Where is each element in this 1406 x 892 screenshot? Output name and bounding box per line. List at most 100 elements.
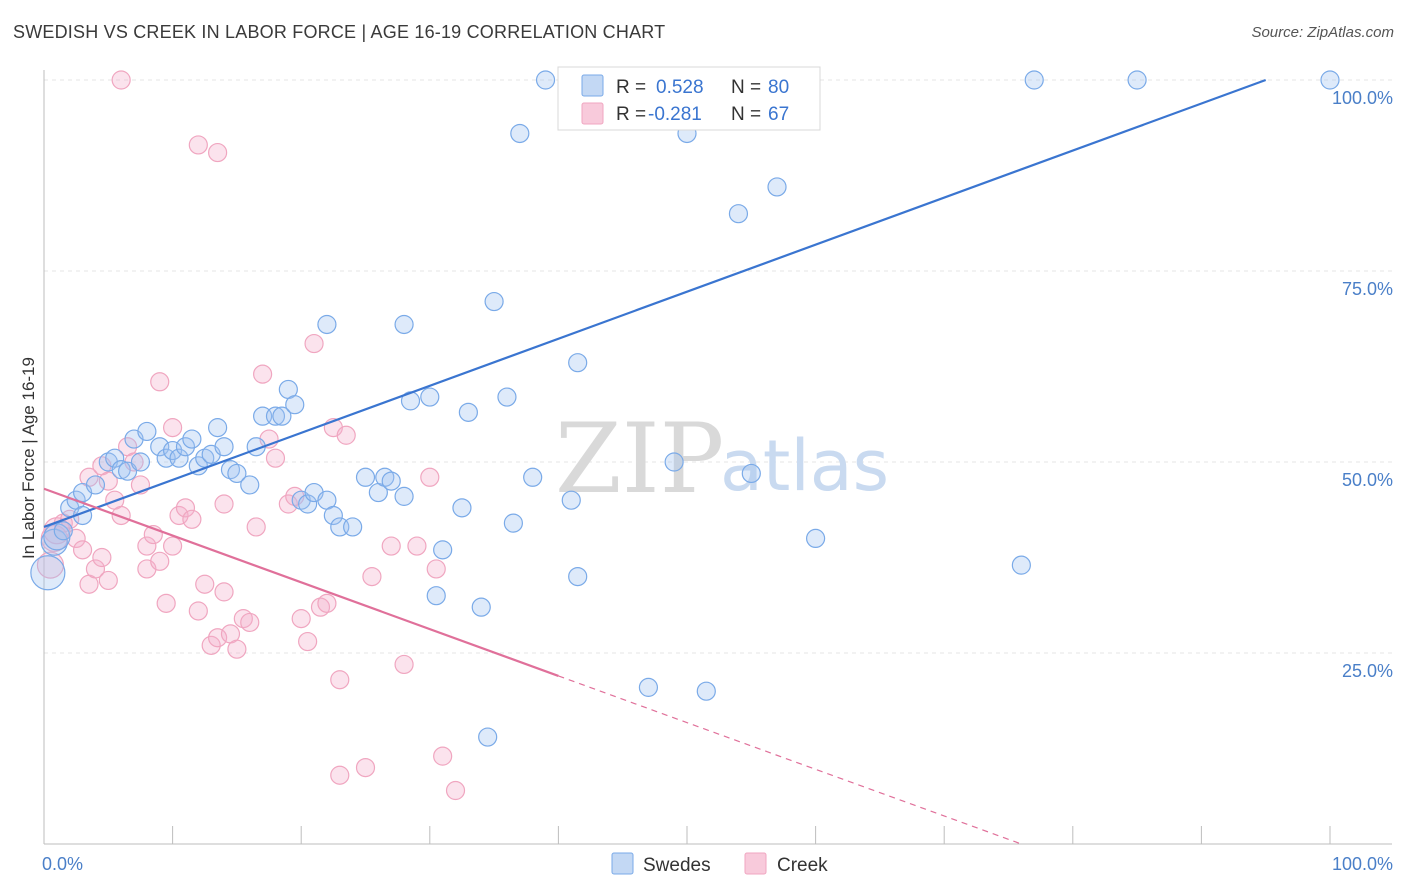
swedes-point: [696, 681, 716, 701]
bottom-legend-swatch-creek: [744, 852, 767, 875]
swedes-point: [169, 448, 189, 468]
creek-point: [214, 582, 234, 602]
x-tick-label-100: 100.0%: [1332, 854, 1393, 874]
swedes-point: [497, 387, 517, 407]
swedes-point: [452, 498, 472, 518]
swedes-point: [484, 291, 504, 312]
swedes-point: [163, 440, 183, 461]
creek-point: [188, 135, 208, 155]
legend-r-value-swedes: 0.528: [656, 77, 704, 98]
swedes-point: [1320, 70, 1340, 90]
creek-point: [336, 425, 356, 445]
watermark-atlas: atlas: [720, 425, 889, 507]
creek-point: [169, 505, 189, 526]
swedes-point: [426, 586, 446, 606]
creek-point: [137, 536, 157, 556]
legend-swatch-swedes: [581, 74, 604, 97]
swedes-point: [568, 566, 588, 587]
swedes-point: [30, 555, 66, 591]
swedes-point: [433, 540, 453, 560]
creek-point: [426, 559, 446, 579]
swedes-point: [741, 463, 761, 484]
swedes-point: [111, 460, 131, 480]
creek-point: [355, 757, 376, 778]
creek-point: [182, 509, 202, 529]
swedes-point: [664, 452, 684, 472]
y-tick-label-100: 100.0%: [1332, 88, 1393, 108]
y-tick-label-75: 75.0%: [1342, 279, 1393, 299]
swedes-point: [394, 486, 414, 506]
creek-points: [36, 70, 466, 801]
swedes-point: [343, 517, 363, 537]
creek-point: [85, 559, 106, 579]
swedes-point: [323, 505, 343, 526]
creek-point: [163, 536, 183, 556]
creek-point: [253, 364, 273, 384]
swedes-point: [175, 437, 196, 457]
creek-point: [195, 574, 215, 594]
creek-point: [227, 639, 247, 659]
grid-lines: [44, 79, 1392, 654]
creek-point: [156, 593, 176, 613]
bottom-legend-creek: Creek: [777, 855, 828, 876]
creek-point: [278, 494, 298, 514]
swedes-point: [214, 437, 234, 457]
legend-r-value-creek: -0.281: [648, 104, 702, 125]
bottom-legend-swatch-swedes: [611, 852, 634, 875]
creek-point: [330, 670, 350, 690]
creek-point: [445, 780, 466, 801]
creek-point: [246, 517, 266, 537]
swedes-point: [478, 727, 498, 747]
swedes-point: [510, 123, 530, 144]
swedes-point: [728, 204, 749, 224]
creek-point: [317, 593, 337, 613]
swedes-point: [1127, 70, 1147, 90]
creek-point: [420, 467, 440, 487]
x-tick-label-0: 0.0%: [42, 854, 83, 874]
creek-point: [150, 551, 170, 571]
creek-point: [111, 505, 131, 526]
swedes-point: [130, 452, 151, 472]
creek-point: [208, 142, 228, 163]
creek-point: [214, 494, 234, 514]
trend-lines: [43, 78, 1267, 845]
swedes-point: [767, 177, 787, 197]
swedes-point: [805, 528, 826, 549]
swedes-point: [1011, 555, 1031, 575]
creek-point: [298, 631, 318, 652]
swedes-point: [355, 467, 376, 487]
swedes-point: [638, 677, 659, 697]
swedes-point: [150, 437, 170, 457]
creek-point: [111, 70, 131, 90]
creek-point: [163, 418, 183, 438]
legend-swatch-creek: [581, 102, 604, 125]
creek-point: [381, 536, 401, 556]
creek-point: [304, 333, 324, 354]
chart-title: SWEDISH VS CREEK IN LABOR FORCE | AGE 16…: [13, 22, 666, 42]
legend-n-label-swedes: N =: [731, 77, 761, 98]
bottom-legend-swedes: Swedes: [643, 855, 711, 876]
swedes-point: [503, 513, 523, 533]
creek-point: [98, 471, 118, 491]
creek-point: [291, 609, 311, 629]
swedes-point: [182, 429, 202, 449]
swedes-point: [208, 418, 228, 438]
creek-point: [201, 635, 221, 655]
y-tick-label-50: 50.0%: [1342, 470, 1393, 490]
creek-point: [265, 448, 286, 468]
legend-r-label-swedes: R =: [616, 77, 646, 98]
swedes-point: [53, 521, 73, 541]
creek-point: [407, 536, 427, 556]
series-legend: Swedes Creek: [611, 852, 828, 876]
chart-source: Source: ZipAtlas.com: [1251, 24, 1394, 41]
creek-point: [208, 628, 228, 648]
correlation-legend: R = 0.528 N = 80 R = -0.281 N = 67: [557, 66, 821, 131]
swedes-point: [1024, 70, 1044, 90]
x-axis-ticks: [43, 826, 1331, 844]
swedes-point: [317, 314, 337, 335]
swedes-point: [568, 353, 588, 373]
legend-r-label-creek: R =: [616, 104, 646, 125]
creek-point: [188, 601, 208, 621]
y-tick-labels: 25.0% 50.0% 75.0% 100.0%: [1332, 88, 1393, 681]
swedes-point: [535, 70, 556, 90]
